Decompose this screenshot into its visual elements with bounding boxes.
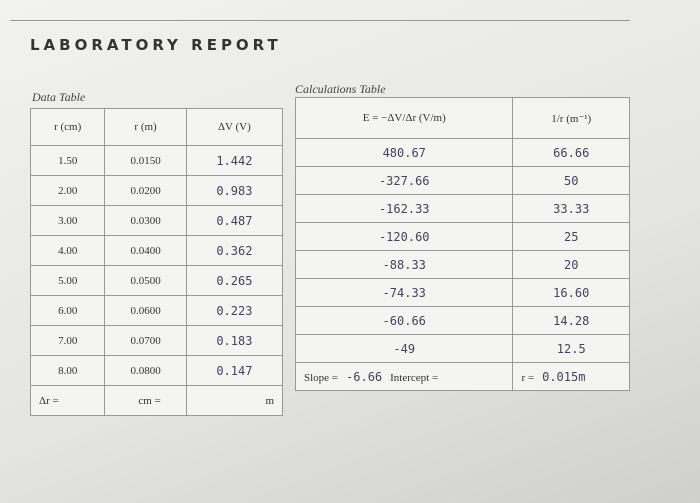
cell: -49: [294, 334, 514, 363]
footer-cell: cm =: [104, 385, 187, 416]
cell: -162.33: [294, 194, 514, 223]
cell: 4.00: [29, 235, 106, 266]
column-header: r (m): [104, 108, 187, 146]
data-table-title: Data Table: [32, 90, 86, 104]
footer-row: Δr = cm = m: [29, 385, 284, 416]
row: -120.60 25: [294, 222, 630, 251]
footer-cell: r = 0.015m: [512, 362, 630, 391]
column-header: E = −ΔV/Δr (V/m): [294, 97, 514, 139]
calc-table: E = −ΔV/Δr (V/m) 1/r (m⁻¹) 480.67 66.66 -327…: [294, 97, 630, 391]
row: 7.00 0.0700 0.183: [29, 325, 284, 356]
cell: 0.362: [185, 235, 284, 266]
cell: 0.0300: [104, 205, 187, 236]
cell: 0.223: [185, 295, 284, 326]
row: 3.00 0.0300 0.487: [29, 205, 284, 236]
row: 480.67 66.66: [294, 138, 630, 167]
cell: 14.28: [512, 306, 630, 335]
header-row: r (cm) r (m) ΔV (V): [29, 108, 284, 146]
row: 2.00 0.0200 0.983: [29, 175, 284, 206]
row: -60.66 14.28: [294, 306, 630, 335]
cell: 8.00: [29, 355, 106, 386]
cell: -327.66: [294, 166, 514, 195]
footer-row: Slope = -6.66 Intercept = r = 0.015m: [294, 362, 630, 391]
cell: 0.0700: [104, 325, 187, 356]
cell: 12.5: [512, 334, 630, 363]
cell: 7.00: [29, 325, 106, 356]
cell: 0.0200: [104, 175, 187, 206]
row: -162.33 33.33: [294, 194, 630, 223]
column-header: r (cm): [29, 108, 106, 146]
row: 4.00 0.0400 0.362: [29, 235, 284, 266]
row: -49 12.5: [294, 334, 630, 363]
row: 6.00 0.0600 0.223: [29, 295, 284, 326]
cell: 480.67: [294, 138, 514, 167]
calc-table-title: Calculations Table: [295, 82, 386, 96]
r-label: r =: [521, 371, 535, 384]
cell: -88.33: [294, 250, 514, 279]
data-table: r (cm) r (m) ΔV (V) 1.50 0.0150 1.442 2.00 0.02…: [29, 108, 284, 416]
cell: 0.983: [185, 175, 284, 206]
cell: 0.265: [185, 265, 284, 296]
row: 8.00 0.0800 0.147: [29, 355, 284, 386]
cell: 2.00: [29, 175, 106, 206]
cell: 0.183: [185, 325, 284, 356]
row: 5.00 0.0500 0.265: [29, 265, 284, 296]
cell: 0.0800: [104, 355, 187, 386]
cell: 0.0150: [104, 145, 187, 176]
cell: 6.00: [29, 295, 106, 326]
footer-cell: Δr =: [29, 385, 106, 416]
rule: [10, 20, 630, 21]
cell: 0.0400: [104, 235, 187, 266]
cell: -74.33: [294, 278, 514, 307]
r: 0.015m: [542, 369, 586, 384]
cell: 66.66: [512, 138, 630, 167]
row: -74.33 16.60: [294, 278, 630, 307]
row: 1.50 0.0150 1.442: [29, 145, 284, 176]
cell: 1.50: [29, 145, 106, 176]
cell: 5.00: [29, 265, 106, 296]
cell: 0.0600: [104, 295, 187, 326]
footer-cell: m: [185, 385, 284, 416]
slope: -6.66: [346, 369, 383, 384]
cell: 25: [512, 222, 630, 251]
report-title: LABORATORY REPORT: [30, 36, 282, 54]
cell: 3.00: [29, 205, 106, 236]
cell: 33.33: [512, 194, 630, 223]
cell: 16.60: [512, 278, 630, 307]
cell: 50: [512, 166, 630, 195]
cell: 20: [512, 250, 630, 279]
header-row: E = −ΔV/Δr (V/m) 1/r (m⁻¹): [294, 97, 630, 139]
cell: 0.147: [185, 355, 284, 386]
row: -88.33 20: [294, 250, 630, 279]
cell: 0.487: [185, 205, 284, 236]
cell: 0.0500: [104, 265, 187, 296]
cell: 1.442: [185, 145, 284, 176]
slope-label: Slope =: [304, 371, 339, 384]
cell: -120.60: [294, 222, 514, 251]
row: -327.66 50: [294, 166, 630, 195]
cell: -60.66: [294, 306, 514, 335]
column-header: 1/r (m⁻¹): [512, 97, 630, 139]
intercept-label: Intercept =: [390, 371, 439, 384]
footer-cell: Slope = -6.66 Intercept =: [294, 362, 514, 391]
column-header: ΔV (V): [185, 108, 284, 146]
